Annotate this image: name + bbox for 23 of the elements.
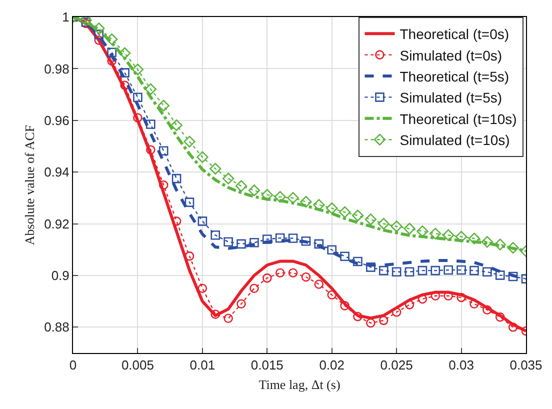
x-tick-label: 0.03 xyxy=(448,358,474,373)
y-tick-label: 0.98 xyxy=(44,61,70,76)
y-tick-label: 0.96 xyxy=(44,112,70,128)
y-axis-title: Absolute value of ACF xyxy=(22,124,38,246)
legend-label: Simulated (t=0s) xyxy=(400,47,502,64)
y-tick-label: 1 xyxy=(62,10,70,25)
legend-label: Theoretical (t=10s) xyxy=(400,110,517,127)
y-tick-label: 0.92 xyxy=(44,216,70,232)
y-tick-label: 0.88 xyxy=(44,320,70,335)
legend-label: Simulated (t=5s) xyxy=(400,90,502,106)
x-tick-label: 0.025 xyxy=(380,358,413,373)
x-tick-label: 0.015 xyxy=(250,358,284,373)
legend-label: Simulated (t=10s) xyxy=(400,132,510,148)
legend-label: Theoretical (t=5s) xyxy=(400,68,510,84)
x-tick-label: 0.01 xyxy=(190,358,216,373)
y-tick-label: 0.94 xyxy=(44,164,70,180)
legend-label: Theoretical (t=0s) xyxy=(400,26,510,42)
x-tick-label: 0 xyxy=(69,358,77,373)
x-tick-label: 0.035 xyxy=(510,358,542,373)
x-tick-label: 0.005 xyxy=(121,358,154,373)
x-tick-label: 0.02 xyxy=(319,358,345,373)
y-tick-label: 0.9 xyxy=(51,268,70,284)
x-axis-title: Time lag, Δt (s) xyxy=(258,377,340,392)
